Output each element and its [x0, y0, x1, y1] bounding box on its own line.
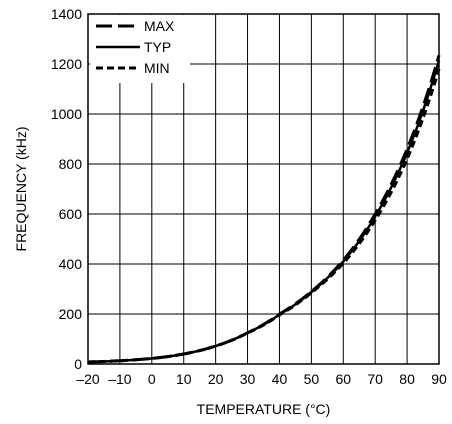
series-line-max: [87, 54, 441, 364]
x-tick-label: 0: [148, 371, 156, 387]
legend: MAX TYP MIN: [90, 15, 190, 83]
x-tick-label: 30: [240, 371, 256, 387]
x-tick-label: 40: [272, 371, 288, 387]
legend-label-min: MIN: [144, 60, 170, 76]
y-tick-label: 1200: [51, 56, 82, 72]
legend-label-typ: TYP: [144, 39, 171, 55]
x-tick-label: –10: [108, 371, 132, 387]
series-line-min: [87, 68, 441, 364]
y-axis-label: FREQUENCY (kHz): [13, 127, 29, 252]
y-tick-label: 1400: [51, 6, 82, 22]
legend-label-max: MAX: [144, 18, 175, 34]
y-tick-label: 600: [59, 206, 83, 222]
x-tick-label: 60: [335, 371, 351, 387]
x-tick-label: 70: [367, 371, 383, 387]
series-layer: [87, 54, 441, 364]
y-tick-label: 0: [74, 356, 82, 372]
y-tick-label: 400: [59, 256, 83, 272]
series-line-typ: [87, 59, 441, 364]
x-axis-label: TEMPERATURE (°C): [197, 401, 331, 417]
x-tick-label: 50: [304, 371, 320, 387]
plot-frame: [87, 13, 440, 365]
x-tick-label: 20: [208, 371, 224, 387]
y-tick-label: 800: [59, 156, 83, 172]
x-tick-label: 80: [399, 371, 415, 387]
tick-labels: –20 –10 0 10 20 30 40 50 60 70 80 90 0 200 400 600 800 10…: [51, 6, 447, 387]
y-tick-label: 1000: [51, 106, 82, 122]
x-tick-label: –20: [76, 371, 100, 387]
x-tick-label: 90: [431, 371, 447, 387]
x-tick-label: 10: [176, 371, 192, 387]
y-tick-label: 200: [59, 306, 83, 322]
